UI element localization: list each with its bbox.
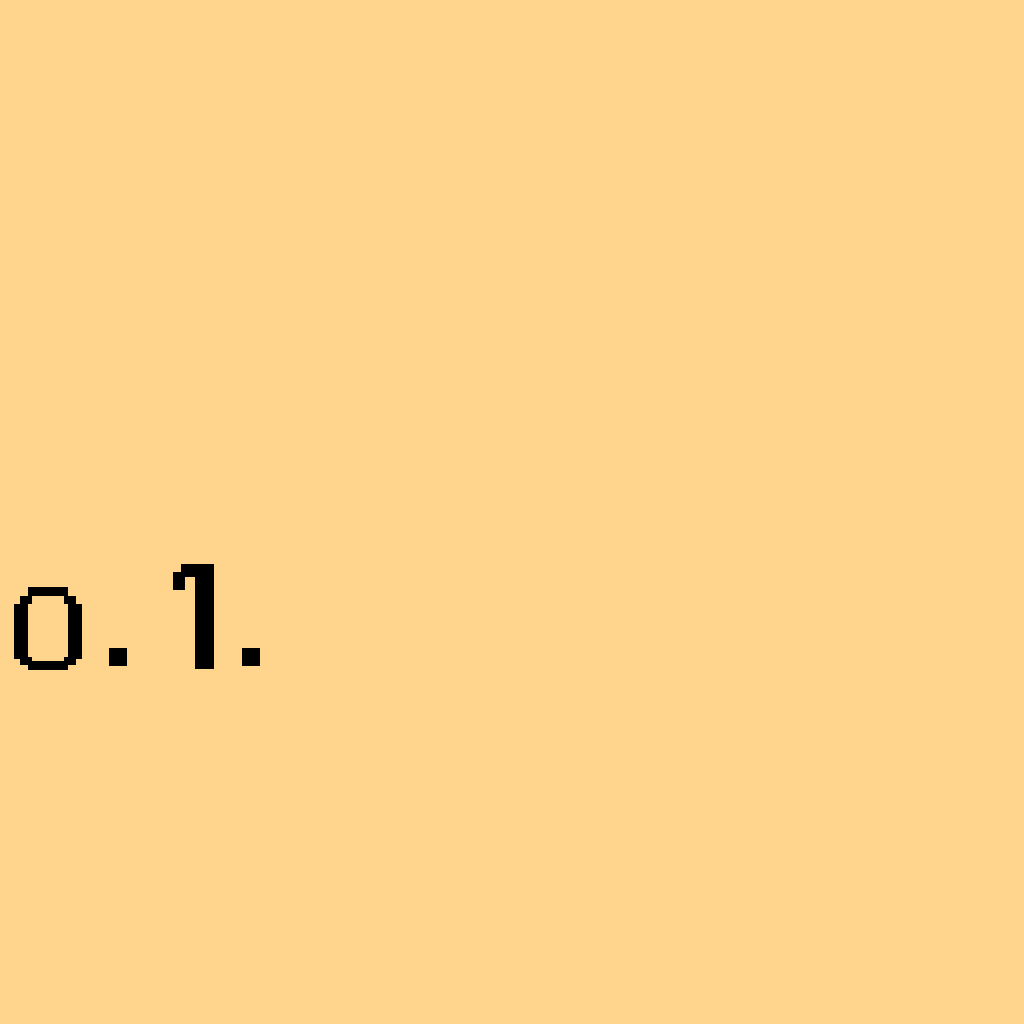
pixel-glyphs bbox=[14, 564, 260, 670]
display-text bbox=[0, 560, 290, 680]
